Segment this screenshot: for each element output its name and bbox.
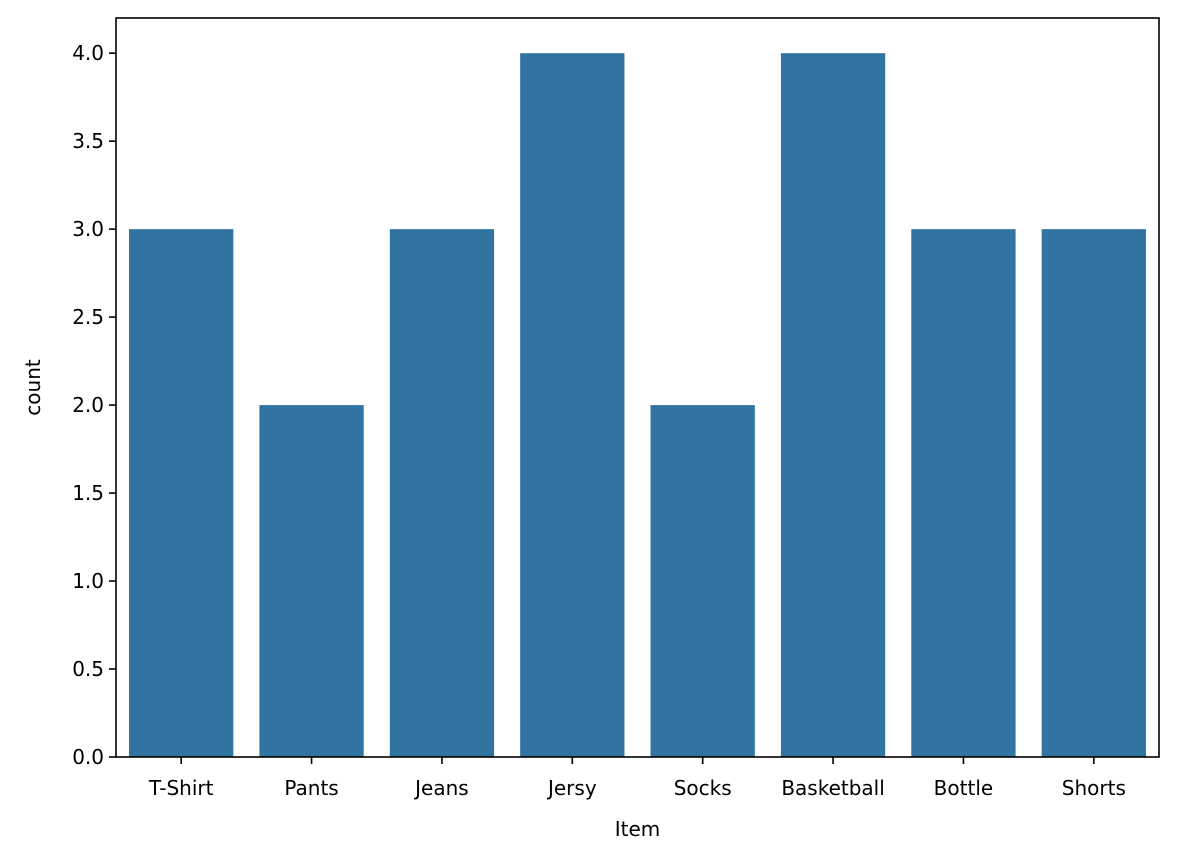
y-axis-label: count [21,359,45,416]
x-axis-label: Item [615,817,661,841]
x-tick-label: Socks [674,776,732,800]
bar-socks [650,405,755,757]
x-axis-ticks: T-Shirt Pants Jeans Jersy Socks Basketball Bot… [148,757,1126,800]
x-tick-label: Bottle [934,776,994,800]
x-tick-label: Pants [284,776,338,800]
bar-jeans [389,229,495,758]
x-tick-label: Shorts [1062,776,1126,800]
y-axis-ticks: 0.0 0.5 1.0 1.5 2.0 2.5 3.0 3.5 4.0 [72,41,116,769]
y-tick-label: 2.0 [72,393,104,417]
bar-t-shirt [129,229,234,758]
x-tick-label: T-Shirt [148,776,214,800]
plot-frame [115,17,1160,758]
bar-bottle [911,229,1016,758]
bar-jersy [520,53,625,757]
y-tick-label: 0.5 [72,657,104,681]
x-tick-label: Jersy [546,776,597,800]
bar-shorts [1041,229,1146,758]
y-tick-label: 3.5 [72,129,104,153]
bars-group [129,53,1146,758]
y-tick-label: 2.5 [72,305,104,329]
x-tick-label: Basketball [781,776,884,800]
y-tick-label: 3.0 [72,217,104,241]
y-tick-label: 1.0 [72,569,104,593]
y-tick-label: 1.5 [72,481,104,505]
y-tick-label: 0.0 [72,745,104,769]
bar-basketball [780,53,886,757]
y-tick-label: 4.0 [72,41,104,65]
bar-pants [259,405,364,757]
x-tick-label: Jeans [413,776,469,800]
